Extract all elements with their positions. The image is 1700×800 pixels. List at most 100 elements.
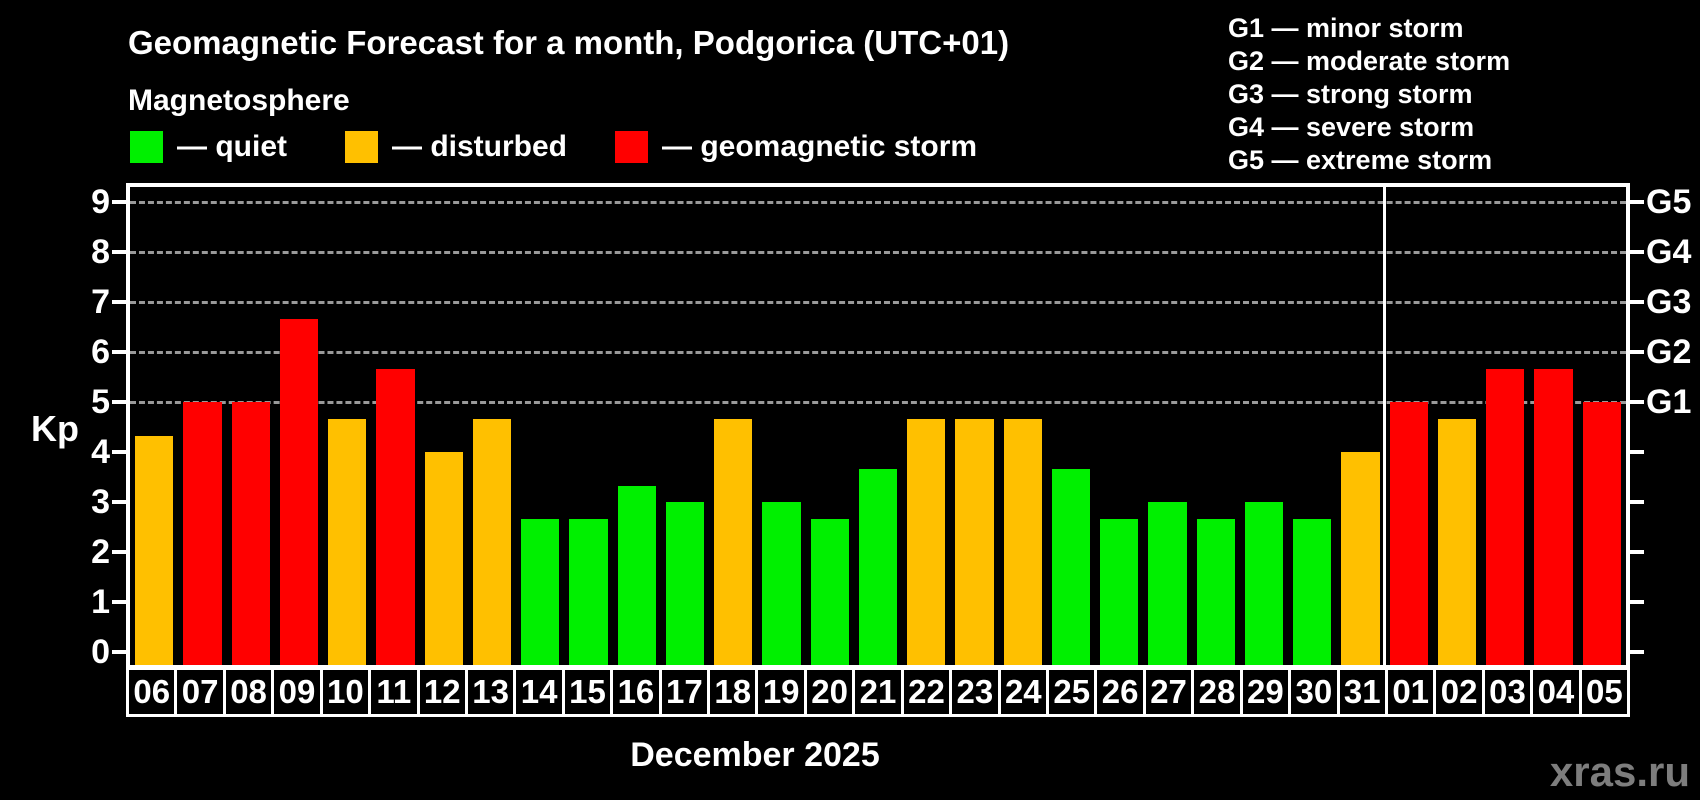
chart-subtitle: Magnetosphere xyxy=(128,84,350,117)
month-label: December 2025 xyxy=(630,736,880,774)
right-tick-2 xyxy=(1630,550,1644,554)
y-axis-label-8: 8 xyxy=(91,233,110,271)
bar-13 xyxy=(472,418,512,665)
month-divider xyxy=(1383,187,1387,665)
date-cell-27: 27 xyxy=(1142,667,1195,717)
y-axis-label-0: 0 xyxy=(91,633,110,671)
g-axis-label-g2: G2 xyxy=(1646,333,1692,371)
date-cell-04: 04 xyxy=(1530,667,1582,717)
gridline-kp5 xyxy=(130,401,1626,404)
g-axis-label-g5: G5 xyxy=(1646,183,1692,221)
disturbed-color-swatch xyxy=(345,131,378,163)
legend-label-storm: — geomagnetic storm xyxy=(662,130,978,163)
watermark: xras.ru xyxy=(1549,748,1690,795)
bar-05 xyxy=(1582,402,1621,665)
date-cell-14: 14 xyxy=(513,667,565,717)
bar-01 xyxy=(1389,402,1428,665)
date-cell-11: 11 xyxy=(368,667,420,717)
y-axis-label-6: 6 xyxy=(91,333,110,371)
date-cell-05: 05 xyxy=(1578,667,1631,717)
bar-25 xyxy=(1051,468,1091,665)
g-legend-line-g2: G2 — moderate storm xyxy=(1228,46,1511,76)
date-cell-19: 19 xyxy=(755,667,807,717)
x-axis-date-labels: 06 07 08 09 10 11 12 13 14 15 16 17 18 19 20 21 22 23 24 25… xyxy=(126,667,1631,717)
bar-24 xyxy=(1003,418,1042,665)
date-cell-23: 23 xyxy=(949,667,1001,717)
date-cell-26: 26 xyxy=(1094,667,1146,717)
bar-29 xyxy=(1244,502,1284,665)
bar-17 xyxy=(665,502,705,665)
plot-area xyxy=(126,183,1630,669)
date-cell-20: 20 xyxy=(803,667,856,717)
date-cell-30: 30 xyxy=(1288,667,1340,717)
right-tick-0 xyxy=(1630,650,1644,654)
right-tick-5 xyxy=(1630,400,1644,404)
date-cell-21: 21 xyxy=(852,667,904,717)
quiet-color-swatch xyxy=(130,131,163,163)
date-cell-17: 17 xyxy=(658,667,711,717)
date-cell-01: 01 xyxy=(1384,667,1437,717)
gridline-kp9 xyxy=(130,201,1626,204)
date-cell-02: 02 xyxy=(1433,667,1485,717)
left-tick-6 xyxy=(112,350,126,354)
bar-28 xyxy=(1196,518,1235,665)
date-cell-29: 29 xyxy=(1239,667,1292,717)
bar-10 xyxy=(328,418,367,665)
left-tick-9 xyxy=(112,200,126,204)
legend-item-storm: — geomagnetic storm xyxy=(615,130,977,164)
date-cell-03: 03 xyxy=(1481,667,1534,717)
bar-07 xyxy=(183,402,222,665)
gridline-kp8 xyxy=(130,251,1626,254)
bar-31 xyxy=(1341,452,1380,665)
bar-15 xyxy=(569,518,608,665)
bar-06 xyxy=(135,435,174,665)
bar-11 xyxy=(376,368,415,665)
right-tick-1 xyxy=(1630,600,1644,604)
g-legend-line-g1: G1 — minor storm xyxy=(1228,13,1464,43)
bar-30 xyxy=(1293,518,1332,665)
y-axis-label-3: 3 xyxy=(91,483,110,521)
y-axis-label-7: 7 xyxy=(91,283,110,321)
bar-04 xyxy=(1534,368,1573,665)
y-axis-label-5: 5 xyxy=(91,383,110,421)
legend-item-quiet: — quiet xyxy=(130,130,287,164)
legend-item-disturbed: — disturbed xyxy=(345,130,567,164)
y-axis-label-1: 1 xyxy=(91,583,110,621)
date-cell-16: 16 xyxy=(610,667,662,717)
plot-inner-area xyxy=(130,187,1626,665)
bar-14 xyxy=(521,518,560,665)
g-axis-label-g1: G1 xyxy=(1646,383,1692,421)
left-tick-5 xyxy=(112,400,126,404)
date-cell-28: 28 xyxy=(1191,667,1243,717)
g-axis-label-g3: G3 xyxy=(1646,283,1692,321)
left-tick-3 xyxy=(112,500,126,504)
bar-12 xyxy=(424,452,463,665)
date-cell-13: 13 xyxy=(464,667,517,717)
right-tick-6 xyxy=(1630,350,1644,354)
right-tick-3 xyxy=(1630,500,1644,504)
bar-22 xyxy=(907,418,946,665)
g-legend-line-g4: G4 — severe storm xyxy=(1228,112,1475,142)
date-cell-09: 09 xyxy=(271,667,323,717)
bar-20 xyxy=(810,518,849,665)
g-legend-line-g5: G5 — extreme storm xyxy=(1228,145,1493,175)
bar-21 xyxy=(858,468,898,665)
date-cell-15: 15 xyxy=(561,667,614,717)
gridline-kp7 xyxy=(130,301,1626,304)
bar-02 xyxy=(1437,418,1477,665)
left-tick-8 xyxy=(112,250,126,254)
date-cell-12: 12 xyxy=(416,667,468,717)
bar-16 xyxy=(617,485,656,665)
bar-03 xyxy=(1486,368,1525,665)
left-tick-4 xyxy=(112,450,126,454)
date-cell-31: 31 xyxy=(1336,667,1388,717)
date-cell-06: 06 xyxy=(126,667,178,717)
date-cell-22: 22 xyxy=(900,667,953,717)
bar-23 xyxy=(955,418,994,665)
date-cell-25: 25 xyxy=(1046,667,1098,717)
left-tick-1 xyxy=(112,600,126,604)
date-cell-10: 10 xyxy=(319,667,372,717)
date-cell-08: 08 xyxy=(222,667,275,717)
bar-27 xyxy=(1148,502,1187,665)
